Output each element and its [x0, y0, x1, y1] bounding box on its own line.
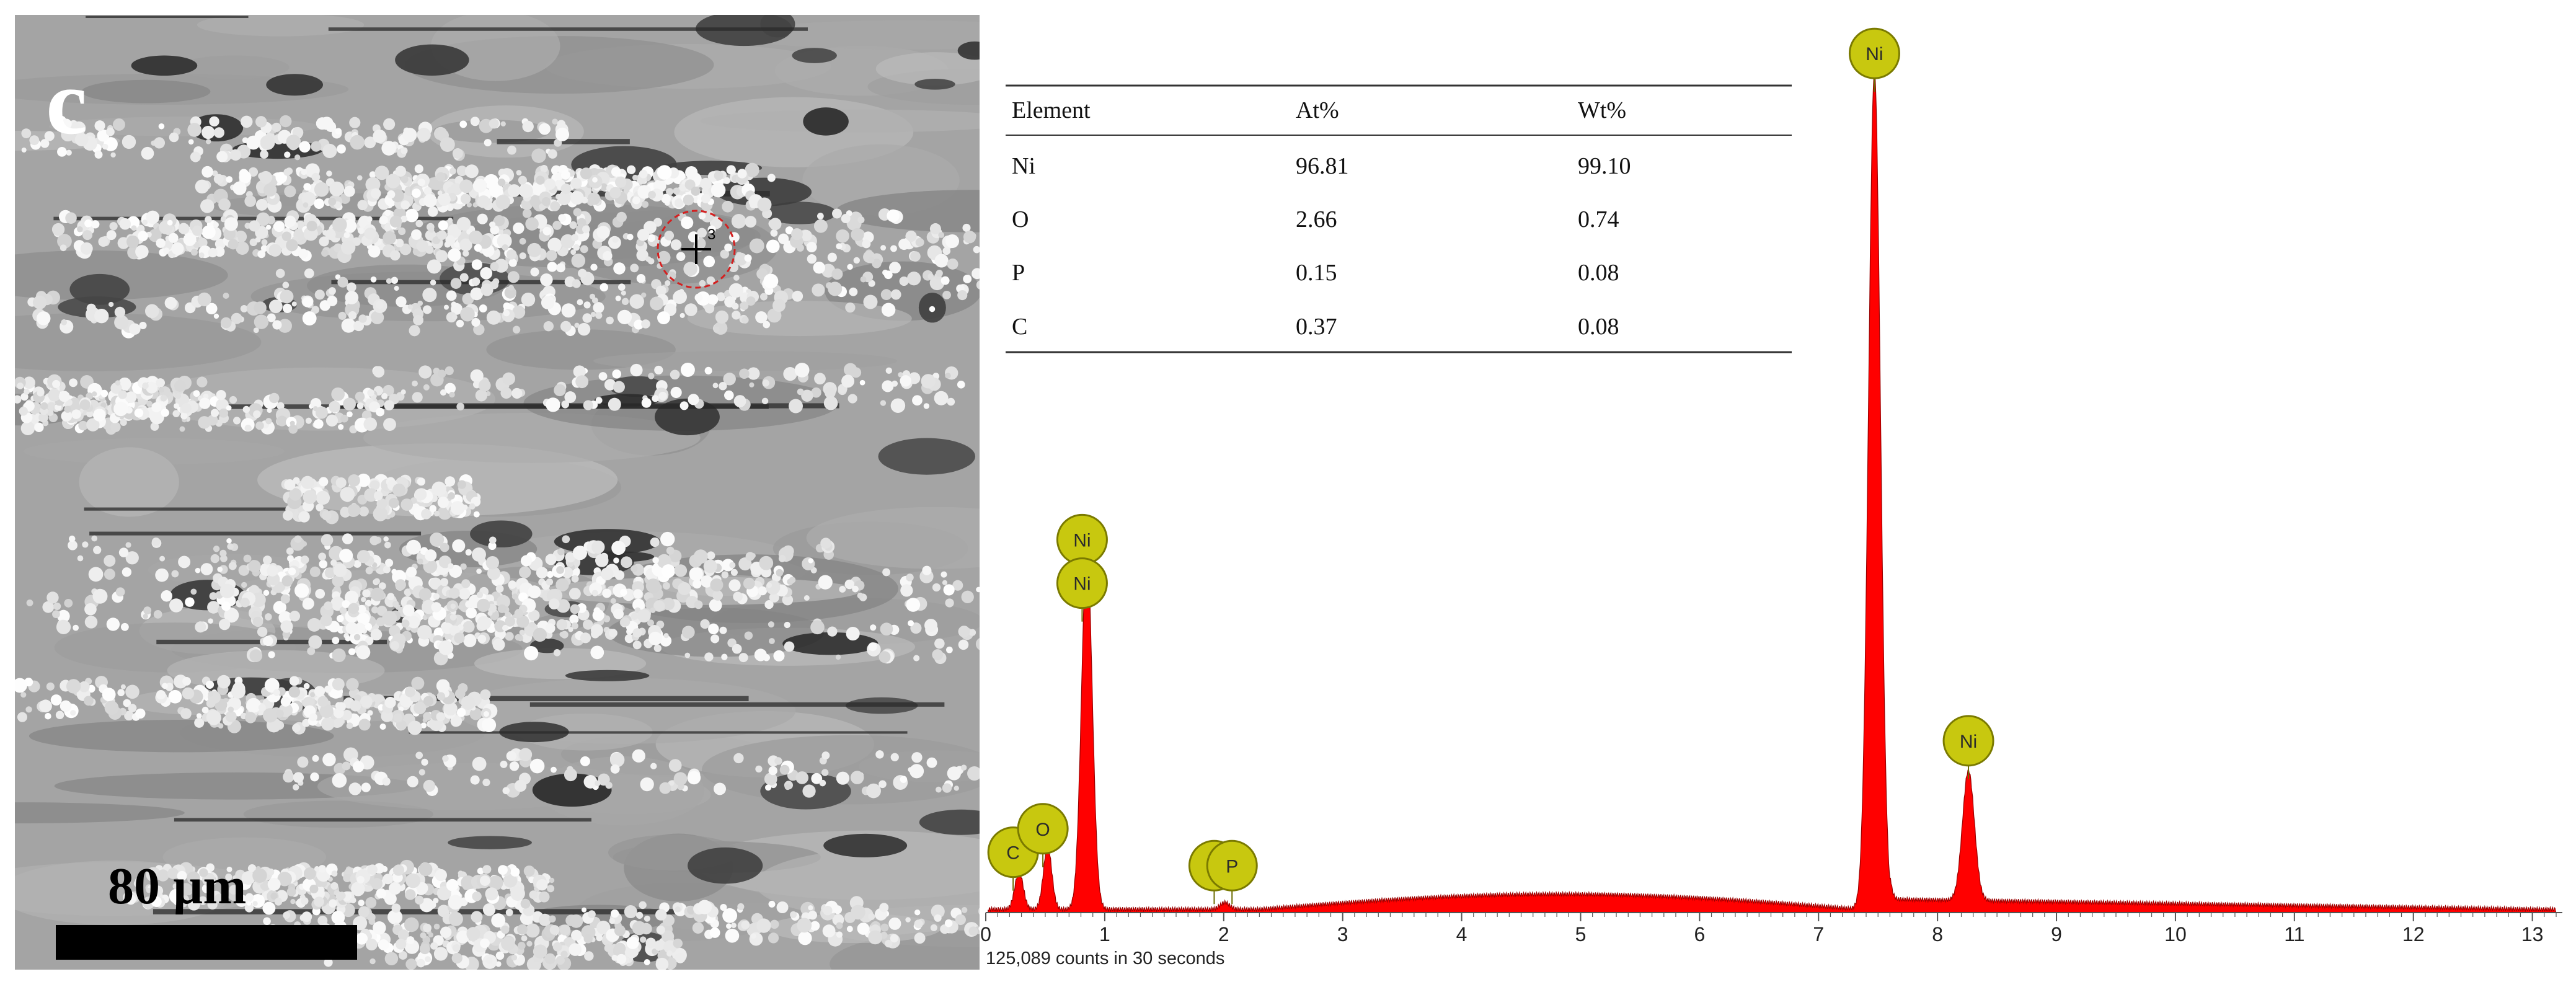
x-tick-label: 12	[2402, 923, 2425, 945]
counts-label: 125,089 counts in 30 seconds	[986, 949, 1224, 968]
svg-text:Ni: Ni	[1960, 732, 1977, 752]
svg-text:Ni: Ni	[1073, 574, 1091, 595]
x-tick-label: 7	[1813, 923, 1824, 945]
table-cell: 0.08	[1578, 260, 1619, 286]
x-tick-label: 0	[980, 923, 991, 945]
peak-label-o: O	[1017, 803, 1069, 867]
scale-bar-label: 80 µm	[108, 857, 247, 915]
table-header-cell: At%	[1296, 97, 1339, 123]
table-cell: 0.37	[1296, 314, 1337, 340]
table-cell: O	[1012, 206, 1029, 232]
peak-label-ni: Ni	[1942, 715, 1994, 779]
sem-micrograph: 3 c 80 µm	[15, 15, 980, 970]
svg-text:Ni: Ni	[1073, 530, 1091, 551]
table-cell: C	[1012, 314, 1027, 340]
x-tick-label: 1	[1099, 923, 1110, 945]
table-cell: 0.74	[1578, 206, 1619, 232]
x-tick-label: 13	[2521, 923, 2544, 945]
peak-label-ni: Ni	[1056, 557, 1108, 622]
panel-label: c	[46, 51, 87, 154]
peak-label-p: P	[1206, 839, 1258, 905]
table-header-cell: Wt%	[1578, 97, 1626, 123]
table-cell: 0.08	[1578, 314, 1619, 340]
scale-bar	[56, 925, 357, 960]
table-cell: 99.10	[1578, 153, 1631, 179]
x-tick-label: 10	[2164, 923, 2187, 945]
x-tick-label: 8	[1932, 923, 1943, 945]
x-tick-label: 2	[1218, 923, 1229, 945]
table-cell: 0.15	[1296, 260, 1337, 286]
x-tick-label: 11	[2284, 923, 2304, 945]
spot-number: 3	[707, 226, 715, 243]
svg-text:O: O	[1035, 820, 1050, 840]
table-cell: Ni	[1012, 153, 1035, 179]
sem-texture: 3	[15, 15, 980, 970]
table-cell: 96.81	[1296, 153, 1349, 179]
x-tick-label: 3	[1337, 923, 1348, 945]
x-tick-label: 5	[1575, 923, 1587, 945]
x-tick-label: 6	[1694, 923, 1705, 945]
table-cell: P	[1012, 260, 1025, 286]
svg-text:C: C	[1006, 843, 1020, 864]
x-tick-label: 4	[1456, 923, 1467, 945]
svg-text:Ni: Ni	[1866, 44, 1883, 64]
x-tick-label: 9	[2051, 923, 2062, 945]
spectrum-series	[988, 69, 2557, 913]
analysis-spot-marker	[657, 210, 736, 289]
table-cell: 2.66	[1296, 206, 1337, 232]
peak-label-ni: Ni	[1848, 27, 1900, 92]
table-header-cell: Element	[1012, 97, 1091, 123]
svg-text:P: P	[1226, 856, 1238, 877]
